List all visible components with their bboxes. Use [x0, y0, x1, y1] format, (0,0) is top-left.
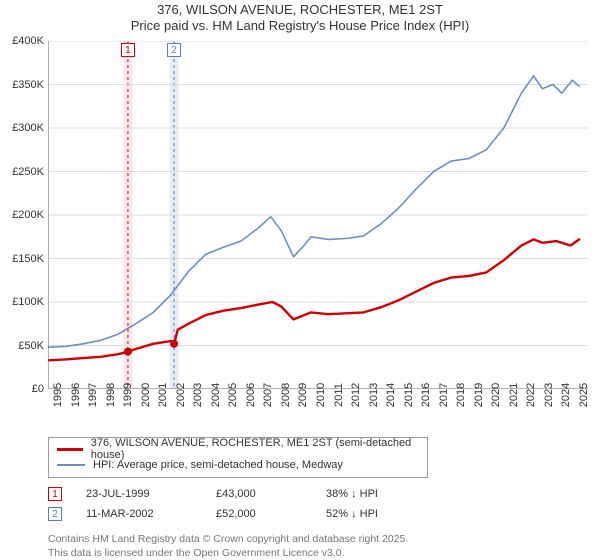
footer-line-2: This data is licensed under the Open Gov… [48, 546, 600, 560]
legend-label: HPI: Average price, semi-detached house,… [93, 459, 343, 471]
transaction-date: 23-JUL-1999 [86, 488, 216, 500]
y-tick-label: £250K [12, 166, 44, 178]
x-tick-label: 2008 [280, 383, 292, 407]
x-tick-label: 2012 [350, 383, 362, 407]
x-tick-label: 2009 [297, 383, 309, 407]
x-tick-label: 2001 [157, 383, 169, 407]
y-tick-label: £400K [12, 35, 44, 47]
y-tick-label: £0 [32, 383, 44, 395]
x-tick-label: 2020 [490, 383, 502, 407]
x-tick-label: 2022 [525, 383, 537, 407]
x-tick-label: 2018 [455, 383, 467, 407]
transaction-delta: 52% ↓ HPI [326, 508, 446, 520]
x-tick-label: 2007 [262, 383, 274, 407]
transaction-date: 11-MAR-2002 [86, 508, 216, 520]
x-tick-label: 2024 [560, 383, 572, 407]
footer-line-1: Contains HM Land Registry data © Crown c… [48, 532, 600, 546]
transaction-row: 2 11-MAR-2002£52,00052% ↓ HPI [48, 504, 600, 524]
legend-swatch [57, 448, 83, 451]
x-tick-label: 2017 [438, 383, 450, 407]
transaction-delta: 38% ↓ HPI [326, 488, 446, 500]
x-tick-label: 2011 [333, 383, 345, 407]
x-tick-label: 1995 [52, 383, 64, 407]
x-tick-label: 2019 [473, 383, 485, 407]
plot-svg [48, 41, 588, 389]
legend-label: 376, WILSON AVENUE, ROCHESTER, ME1 2ST (… [91, 437, 419, 461]
y-tick-label: £200K [12, 209, 44, 221]
x-tick-label: 2025 [578, 383, 590, 407]
attribution-footer: Contains HM Land Registry data © Crown c… [48, 532, 600, 560]
y-tick-label: £100K [12, 296, 44, 308]
y-tick-label: £350K [12, 79, 44, 91]
transaction-price: £52,000 [216, 508, 326, 520]
transaction-marker: 2 [48, 507, 62, 521]
x-tick-label: 2013 [368, 383, 380, 407]
sale-marker-1: 1 [121, 43, 135, 57]
transaction-marker: 1 [48, 487, 62, 501]
x-tick-label: 2003 [192, 383, 204, 407]
transaction-price: £43,000 [216, 488, 326, 500]
sale-marker-2: 2 [167, 43, 181, 57]
transactions-table: 1 23-JUL-1999£43,00038% ↓ HPI 2 11-MAR-2002… [48, 484, 600, 524]
x-tick-label: 1997 [87, 383, 99, 407]
x-tick-label: 2006 [245, 383, 257, 407]
legend-swatch [57, 464, 85, 466]
x-tick-label: 2016 [420, 383, 432, 407]
title-line-1: 376, WILSON AVENUE, ROCHESTER, ME1 2ST [0, 2, 600, 17]
x-tick-label: 2015 [403, 383, 415, 407]
x-tick-label: 1996 [70, 383, 82, 407]
y-tick-label: £300K [12, 122, 44, 134]
x-tick-label: 2021 [508, 383, 520, 407]
y-tick-label: £150K [12, 253, 44, 265]
x-tick-label: 1998 [105, 383, 117, 407]
title-line-2: Price paid vs. HM Land Registry's House … [0, 18, 600, 33]
chart-area: £0 £50K £100K £150K £200K £250K £300K £350K £400… [0, 33, 600, 433]
x-tick-label: 2005 [227, 383, 239, 407]
x-tick-label: 2004 [210, 383, 222, 407]
x-tick-label: 2010 [315, 383, 327, 407]
x-tick-label: 2023 [543, 383, 555, 407]
x-tick-label: 2000 [140, 383, 152, 407]
x-tick-label: 2002 [175, 383, 187, 407]
legend-box: 376, WILSON AVENUE, ROCHESTER, ME1 2ST (… [48, 437, 428, 478]
legend-row: 376, WILSON AVENUE, ROCHESTER, ME1 2ST (… [57, 441, 419, 457]
y-tick-label: £50K [18, 340, 44, 352]
x-tick-label: 1999 [122, 383, 134, 407]
transaction-row: 1 23-JUL-1999£43,00038% ↓ HPI [48, 484, 600, 504]
x-tick-label: 2014 [385, 383, 397, 407]
chart-title-block: 376, WILSON AVENUE, ROCHESTER, ME1 2ST P… [0, 0, 600, 33]
